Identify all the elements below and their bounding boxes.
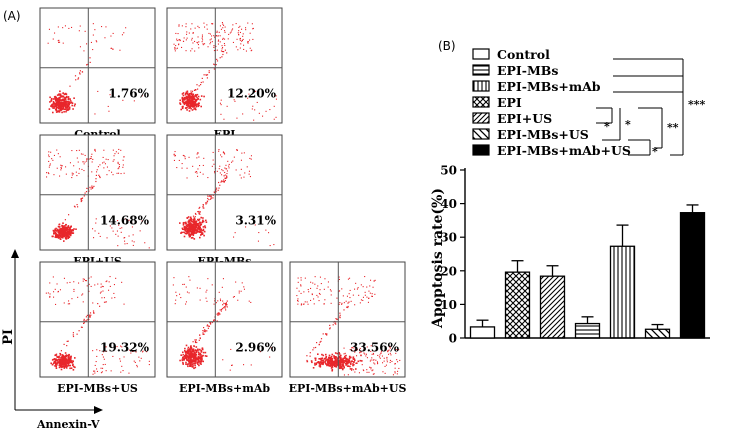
legend-label: EPI+US <box>497 111 552 126</box>
dot-plot-label: EPI-MBs+mAb <box>179 382 270 395</box>
y-tick-label: 20 <box>440 264 457 278</box>
legend-swatch <box>472 64 490 76</box>
dot-plot-frame <box>39 134 156 251</box>
panel-b-label: (B) <box>438 39 456 53</box>
bar <box>679 212 706 339</box>
significance-brackets: **** **** <box>596 58 706 158</box>
panel-b: (B) ControlEPI-MBsEPI-MBs+mAbEPIEPI+USEP… <box>430 39 710 346</box>
legend-swatch <box>472 96 490 108</box>
chart-bars <box>469 204 706 339</box>
dot-plot: 33.56% EPI-MBs+mAb+US <box>289 261 407 395</box>
bar <box>469 326 496 339</box>
significance-mark: * <box>604 120 610 133</box>
y-tick-label: 40 <box>440 197 457 211</box>
apoptosis-percent: 19.32% <box>100 341 150 355</box>
y-axis-title: Apoptosis rate(%) <box>430 188 446 329</box>
legend-swatch <box>472 144 490 156</box>
chart-axes: 0 10 20 30 40 50 <box>440 164 710 346</box>
apoptosis-percent: 2.96% <box>235 341 276 355</box>
dot-plot: 2.96% EPI-MBs+mAb <box>166 261 283 395</box>
scatter-dots <box>173 22 277 121</box>
legend-label: EPI-MBs+mAb <box>497 79 601 94</box>
legend-label: EPI-MBs+US <box>497 127 589 142</box>
bar <box>609 245 636 339</box>
bar <box>504 271 531 339</box>
dot-plot-frame <box>289 261 406 378</box>
y-tick-label: 0 <box>449 332 457 346</box>
apoptosis-percent: 33.56% <box>350 341 400 355</box>
significance-mark: *** <box>688 98 706 111</box>
legend-swatch <box>472 48 490 60</box>
dot-plot-label: EPI-MBs+mAb+US <box>289 382 407 395</box>
significance-mark: * <box>652 145 658 158</box>
legend-label: Control <box>497 47 550 62</box>
y-tick-label: 50 <box>440 164 457 178</box>
scatter-dots <box>173 149 275 247</box>
flow-plots: 1.76%Control12.20%EPI14.68%EPI+US3.31%EP… <box>39 7 407 395</box>
apoptosis-percent: 1.76% <box>108 87 149 101</box>
significance-mark: * <box>625 118 631 131</box>
annexin-axis-arrow <box>94 406 103 414</box>
pi-axis-arrow <box>11 249 19 258</box>
dot-plot-frame <box>39 7 156 124</box>
chart-legend: ControlEPI-MBsEPI-MBs+mAbEPIEPI+USEPI-MB… <box>472 47 631 158</box>
scatter-dots <box>172 276 272 371</box>
panel-a-label: (A) <box>3 9 21 23</box>
apoptosis-percent: 12.20% <box>227 87 277 101</box>
scatter-dots <box>46 148 150 249</box>
legend-swatch <box>472 80 490 92</box>
dot-plot: 3.31%EPI-MBs <box>166 134 283 268</box>
y-tick-label: 10 <box>440 298 457 312</box>
bar <box>574 322 601 339</box>
dot-plot-frame <box>166 7 283 124</box>
pi-axis-label: PI <box>1 329 16 345</box>
legend-swatch <box>472 112 490 124</box>
bar <box>539 275 566 339</box>
significance-mark: ** <box>667 121 679 134</box>
annexin-axis-label: Annexin-V <box>36 418 100 431</box>
panel-a: (A) PI Annexin-V 1.76%Control12.20%EPI14… <box>1 7 407 431</box>
scatter-dots <box>45 276 150 375</box>
legend-label: EPI-MBs+mAb+US <box>497 143 631 158</box>
legend-label: EPI-MBs <box>497 63 558 78</box>
dot-plot: 14.68%EPI+US <box>39 134 156 268</box>
y-tick-label: 30 <box>440 231 457 245</box>
dot-plot-label: EPI-MBs+US <box>57 382 138 395</box>
scatter-dots <box>47 23 143 115</box>
legend-swatch <box>472 128 490 140</box>
dot-plot: 12.20%EPI <box>166 7 283 141</box>
dot-plot: 1.76%Control <box>39 7 156 141</box>
bar <box>644 328 671 339</box>
legend-label: EPI <box>497 95 522 110</box>
apoptosis-percent: 3.31% <box>235 214 276 228</box>
apoptosis-percent: 14.68% <box>100 214 150 228</box>
dot-plot: 19.32% EPI-MBs+US <box>39 261 156 395</box>
